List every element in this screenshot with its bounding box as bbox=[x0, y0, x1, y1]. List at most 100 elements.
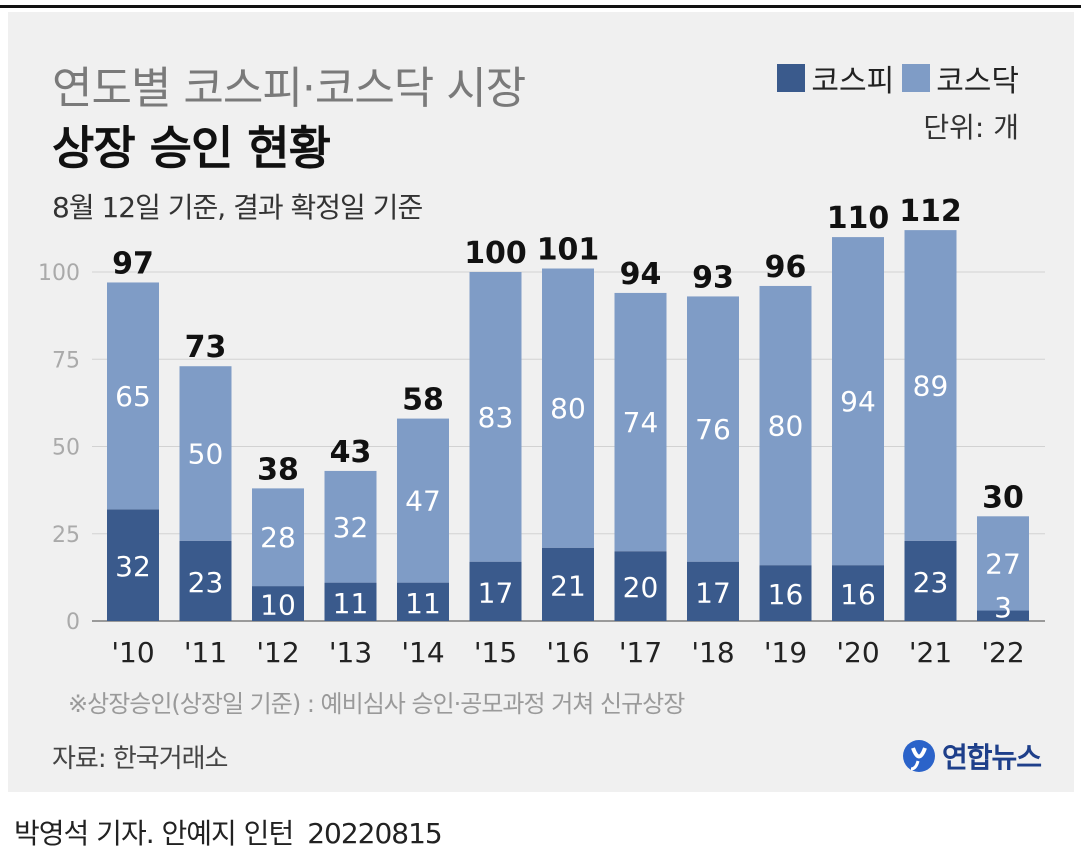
footnote: ※상장승인(상장일 기준) : 예비심사 승인·공모과정 거쳐 신규상장 bbox=[68, 690, 685, 718]
title-line1: 연도별 코스피·코스닥 시장 bbox=[52, 63, 526, 114]
bar-kospi-19 bbox=[759, 565, 812, 621]
x-tick-label: '19 bbox=[764, 636, 807, 669]
byline-author: 박영석 기자. 안예지 인턴 bbox=[14, 817, 294, 850]
bar-kospi-17 bbox=[614, 551, 667, 621]
kosdaq-value-label: 32 bbox=[333, 511, 369, 544]
x-tick-label: '12 bbox=[256, 636, 299, 669]
total-value-label: 30 bbox=[982, 480, 1024, 515]
legend-label-kosdaq: 코스닥 bbox=[936, 64, 1019, 99]
kospi-value-label: 20 bbox=[623, 571, 659, 604]
x-tick-label: '15 bbox=[474, 636, 517, 669]
unit-label: 단위: 개 bbox=[923, 111, 1019, 144]
y-tick-label: 50 bbox=[52, 436, 80, 461]
bar-kosdaq-10 bbox=[107, 282, 159, 510]
kosdaq-value-label: 47 bbox=[405, 485, 441, 518]
bar-kosdaq-14 bbox=[397, 418, 449, 583]
kospi-value-label: 16 bbox=[768, 578, 804, 611]
bar-kosdaq-20 bbox=[832, 237, 884, 566]
bar-kosdaq-12 bbox=[252, 488, 304, 587]
bar-kosdaq-21 bbox=[904, 230, 957, 541]
x-tick-label: '17 bbox=[619, 636, 662, 669]
legend-swatch-kospi bbox=[777, 64, 806, 92]
bar-kospi-11 bbox=[179, 540, 232, 621]
kosdaq-value-label: 80 bbox=[550, 392, 586, 425]
bar-kosdaq-18 bbox=[687, 296, 739, 562]
kospi-value-label: 21 bbox=[550, 569, 586, 602]
kospi-value-label: 11 bbox=[333, 587, 369, 620]
bar-kosdaq-11 bbox=[179, 366, 232, 541]
total-value-label: 43 bbox=[330, 435, 372, 470]
y-tick-label: 25 bbox=[52, 523, 80, 548]
kosdaq-value-label: 74 bbox=[623, 406, 659, 439]
bar-kosdaq-13 bbox=[324, 470, 377, 583]
kospi-value-label: 11 bbox=[405, 587, 441, 620]
kosdaq-value-label: 28 bbox=[260, 521, 296, 554]
byline-date: 20220815 bbox=[307, 817, 443, 850]
yonhap-logo-icon bbox=[902, 740, 935, 772]
x-tick-label: '14 bbox=[401, 636, 444, 669]
kospi-value-label: 32 bbox=[115, 550, 151, 583]
total-value-label: 100 bbox=[464, 236, 527, 271]
legend-swatch-kosdaq bbox=[902, 64, 931, 92]
kosdaq-value-label: 80 bbox=[768, 410, 804, 443]
bar-kosdaq-15 bbox=[469, 272, 522, 562]
total-value-label: 58 bbox=[402, 383, 444, 418]
total-value-label: 94 bbox=[620, 257, 662, 292]
bar-kospi-12 bbox=[252, 586, 304, 621]
source-label: 자료: 한국거래소 bbox=[52, 744, 228, 774]
total-value-label: 73 bbox=[185, 330, 227, 365]
total-value-label: 97 bbox=[112, 246, 154, 281]
bar-kospi-21 bbox=[904, 540, 957, 621]
legend-item-kospi: 코스피 bbox=[777, 56, 894, 100]
kospi-value-label: 23 bbox=[913, 566, 949, 599]
kosdaq-value-label: 94 bbox=[840, 385, 876, 418]
y-tick-label: 75 bbox=[52, 348, 80, 373]
byline: 박영석 기자. 안예지 인턴 20220815 bbox=[14, 812, 443, 852]
x-tick-label: '18 bbox=[691, 636, 734, 669]
x-tick-label: '11 bbox=[184, 636, 227, 669]
kosdaq-value-label: 50 bbox=[188, 437, 224, 470]
legend-item-kosdaq: 코스닥 bbox=[902, 56, 1019, 100]
x-tick-label: '21 bbox=[909, 636, 952, 669]
kospi-value-label: 3 bbox=[994, 591, 1012, 624]
kospi-value-label: 10 bbox=[260, 589, 296, 622]
subtitle: 8월 12일 기준, 결과 확정일 기준 bbox=[52, 191, 423, 224]
total-value-label: 96 bbox=[765, 250, 807, 285]
kosdaq-value-label: 65 bbox=[115, 380, 151, 413]
total-value-label: 112 bbox=[899, 194, 962, 229]
bar-kospi-22 bbox=[977, 610, 1029, 621]
x-tick-label: '20 bbox=[836, 636, 879, 669]
y-tick-label: 100 bbox=[38, 261, 80, 286]
bar-kospi-20 bbox=[832, 565, 884, 621]
bar-kosdaq-16 bbox=[542, 268, 594, 548]
kosdaq-value-label: 76 bbox=[695, 413, 731, 446]
bar-kosdaq-22 bbox=[977, 516, 1029, 611]
yonhap-logo: 연합뉴스 bbox=[902, 736, 1042, 776]
kospi-value-label: 23 bbox=[188, 566, 224, 599]
bar-kosdaq-19 bbox=[759, 285, 812, 566]
total-value-label: 38 bbox=[257, 452, 299, 487]
title-line2: 상장 승인 현황 bbox=[52, 121, 331, 175]
bar-kospi-14 bbox=[397, 582, 449, 621]
total-value-label: 110 bbox=[827, 201, 890, 236]
kospi-value-label: 16 bbox=[840, 578, 876, 611]
bar-kospi-13 bbox=[324, 582, 377, 621]
bar-kospi-10 bbox=[107, 509, 159, 621]
x-tick-label: '10 bbox=[111, 636, 154, 669]
kosdaq-value-label: 89 bbox=[913, 369, 949, 402]
top-rule bbox=[0, 5, 1081, 8]
legend-label-kospi: 코스피 bbox=[811, 64, 895, 99]
kosdaq-value-label: 27 bbox=[985, 547, 1021, 580]
total-value-label: 93 bbox=[692, 260, 734, 295]
x-tick-label: '16 bbox=[546, 636, 589, 669]
bar-kospi-15 bbox=[469, 561, 522, 621]
bar-kospi-18 bbox=[687, 561, 739, 621]
x-tick-label: '13 bbox=[329, 636, 372, 669]
y-tick-label: 0 bbox=[66, 610, 80, 635]
bar-kosdaq-17 bbox=[614, 292, 667, 552]
bar-kospi-16 bbox=[542, 547, 594, 621]
kospi-value-label: 17 bbox=[478, 576, 514, 609]
x-tick-label: '22 bbox=[981, 636, 1024, 669]
legend: 코스피 코스닥 bbox=[777, 56, 1019, 100]
